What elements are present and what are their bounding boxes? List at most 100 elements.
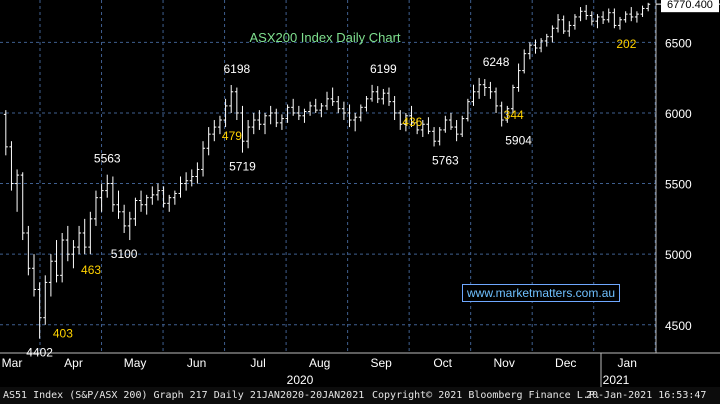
x-tick-label: Sep xyxy=(370,356,392,370)
footer-left: AS51 Index (S&P/ASX 200) Graph 217 Daily… xyxy=(3,390,365,401)
x-tick-label: Jul xyxy=(250,356,265,370)
ohlc-bar xyxy=(550,25,555,43)
y-tick-label: 5500 xyxy=(665,178,692,192)
ohlc-bar xyxy=(375,86,380,104)
ohlc-bar xyxy=(195,162,200,184)
ohlc-bar xyxy=(105,174,110,198)
ohlc-bar xyxy=(161,186,166,208)
ohlc-bar xyxy=(54,240,59,283)
range-label: 344 xyxy=(504,108,524,122)
ohlc-bar xyxy=(432,127,437,147)
ohlc-bar xyxy=(313,98,318,113)
ohlc-bar xyxy=(268,105,273,125)
y-tick-label: 6500 xyxy=(665,36,692,50)
ohlc-bar xyxy=(572,14,577,30)
ohlc-bar xyxy=(71,240,76,269)
ohlc-bar xyxy=(31,254,36,297)
ohlc-bar xyxy=(251,112,256,135)
x-tick-label: Mar xyxy=(2,356,23,370)
annotations: 6765624861996198556357195763590451004402… xyxy=(26,37,636,360)
ohlc-bar xyxy=(448,112,453,130)
ohlc-bar xyxy=(522,49,527,74)
ohlc-bar xyxy=(234,87,239,121)
ohlc-bar xyxy=(403,112,408,132)
x-tick-label: Jan xyxy=(618,356,637,370)
chart-title: ASX200 Index Daily Chart xyxy=(249,30,400,45)
ohlc-bar xyxy=(510,84,515,113)
ohlc-bar xyxy=(274,108,279,128)
price-annotation: 6198 xyxy=(223,62,250,76)
ohlc-bar xyxy=(578,7,583,22)
ohlc-bar xyxy=(539,38,544,53)
x-year-label: 2021 xyxy=(603,373,630,387)
ohlc-bar xyxy=(392,96,397,121)
ohlc-bar xyxy=(398,110,403,130)
x-tick-label: Apr xyxy=(64,356,83,370)
price-annotation: 5100 xyxy=(111,247,138,261)
ohlc-bar xyxy=(634,11,639,23)
ohlc-bar xyxy=(561,15,566,34)
price-annotation: 5563 xyxy=(94,152,121,166)
ohlc-bar xyxy=(127,211,132,241)
x-tick-label: Dec xyxy=(555,356,576,370)
last-value-label: 6770.400 xyxy=(667,0,713,11)
ohlc-bar xyxy=(37,282,42,339)
x-year-label: 2020 xyxy=(287,373,314,387)
ohlc-bar xyxy=(223,98,228,128)
ohlc-bar xyxy=(319,103,324,118)
y-tick-label: 6000 xyxy=(665,107,692,121)
price-annotation: 6248 xyxy=(483,55,510,69)
ohlc-bar xyxy=(3,110,8,156)
x-tick-label: Aug xyxy=(309,356,330,370)
price-annotation: 6199 xyxy=(370,62,397,76)
ohlc-bar xyxy=(296,105,301,121)
ohlc-bar xyxy=(133,197,138,226)
ohlc-bar xyxy=(460,115,465,137)
y-tick-label: 5000 xyxy=(665,248,692,262)
ohlc-bar xyxy=(499,101,504,127)
ohlc-bar xyxy=(415,118,420,135)
ohlc-bar xyxy=(589,11,594,26)
ohlc-bar xyxy=(347,104,352,128)
ohlc-bars xyxy=(3,2,651,339)
price-annotation: 5763 xyxy=(432,153,459,167)
ohlc-bar xyxy=(20,172,25,241)
ohlc-bar xyxy=(15,169,20,212)
ohlc-bar xyxy=(386,87,391,106)
ohlc-bar xyxy=(370,84,375,102)
ohlc-bar xyxy=(217,115,222,135)
ohlc-bar xyxy=(640,5,645,17)
ohlc-bar xyxy=(82,218,87,255)
price-annotation: 5719 xyxy=(229,160,256,174)
ohlc-bar xyxy=(99,183,104,212)
watermark[interactable]: www.marketmatters.com.au xyxy=(462,284,621,302)
ohlc-bar xyxy=(488,81,493,99)
ohlc-bar xyxy=(465,98,470,122)
ohlc-bar xyxy=(556,14,561,33)
ohlc-bar xyxy=(409,105,414,128)
ohlc-bar xyxy=(341,101,346,121)
ohlc-bar xyxy=(93,190,98,226)
ohlc-bar xyxy=(325,91,329,111)
ohlc-bar xyxy=(443,115,448,133)
ohlc-bar xyxy=(9,141,14,191)
ohlc-bar xyxy=(584,4,589,20)
ohlc-bar xyxy=(110,176,115,212)
ohlc-bar xyxy=(257,110,262,130)
ohlc-bar xyxy=(646,2,651,12)
ohlc-bar xyxy=(291,98,296,116)
price-annotation: 4402 xyxy=(26,346,53,360)
ohlc-bar xyxy=(184,172,189,191)
ohlc-bar xyxy=(178,176,183,198)
x-tick-label: May xyxy=(124,356,147,370)
ohlc-bar xyxy=(544,33,549,47)
range-label: 463 xyxy=(81,263,101,277)
ohlc-bar xyxy=(60,232,65,283)
x-axis: Mar Apr May Jun Jul Aug Sep Oct Nov Dec Jan 2020 202… xyxy=(0,352,720,387)
ohlc-bar xyxy=(437,127,442,146)
ohlc-bar xyxy=(26,225,31,276)
x-tick-label: Jun xyxy=(187,356,206,370)
ohlc-bar xyxy=(48,254,53,297)
ohlc-bar xyxy=(420,120,425,137)
ohlc-bar xyxy=(308,101,313,116)
